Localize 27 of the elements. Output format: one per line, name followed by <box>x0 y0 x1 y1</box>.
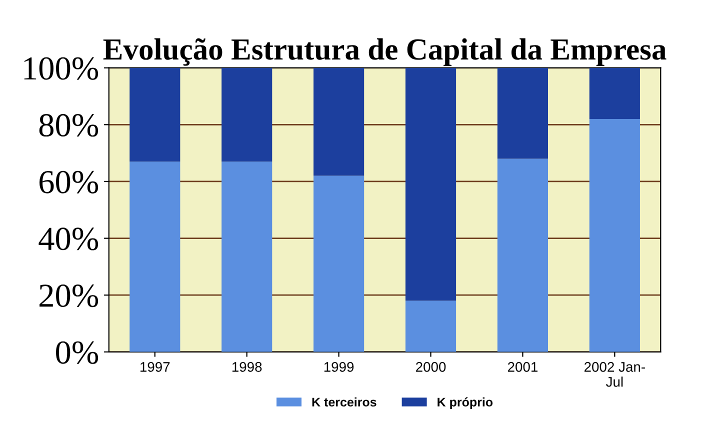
legend-label: K próprio <box>438 397 493 410</box>
legend-label: K terceiros <box>312 397 376 407</box>
bar <box>222 68 272 162</box>
bar <box>497 158 548 352</box>
bar <box>130 68 180 162</box>
x-tick-label: 2001 <box>508 362 538 372</box>
bar <box>314 176 364 352</box>
y-tick-label: 20% <box>40 284 98 308</box>
y-tick-label: 80% <box>39 114 98 137</box>
x-tick-label: 1999 <box>324 362 354 372</box>
x-tick-label: 2000 <box>416 362 446 372</box>
bar <box>405 300 456 352</box>
y-tick-label: 0% <box>56 341 98 364</box>
bar <box>589 118 640 352</box>
bar <box>405 68 456 301</box>
bar <box>314 68 364 176</box>
y-tick-label: 40% <box>38 228 98 250</box>
y-tick-label: 100% <box>24 57 98 80</box>
bar <box>497 68 548 159</box>
x-tick-label: 1997 <box>140 362 170 372</box>
x-tick-label: 1998 <box>232 362 262 372</box>
chart-title: Evolução Estrutura de Capital da Empresa <box>103 38 666 66</box>
bar <box>589 68 640 119</box>
bar <box>222 162 272 352</box>
x-tick-label: 2002 Jan- Jul <box>584 362 645 387</box>
y-tick-label: 60% <box>40 170 98 194</box>
bar <box>130 162 180 352</box>
